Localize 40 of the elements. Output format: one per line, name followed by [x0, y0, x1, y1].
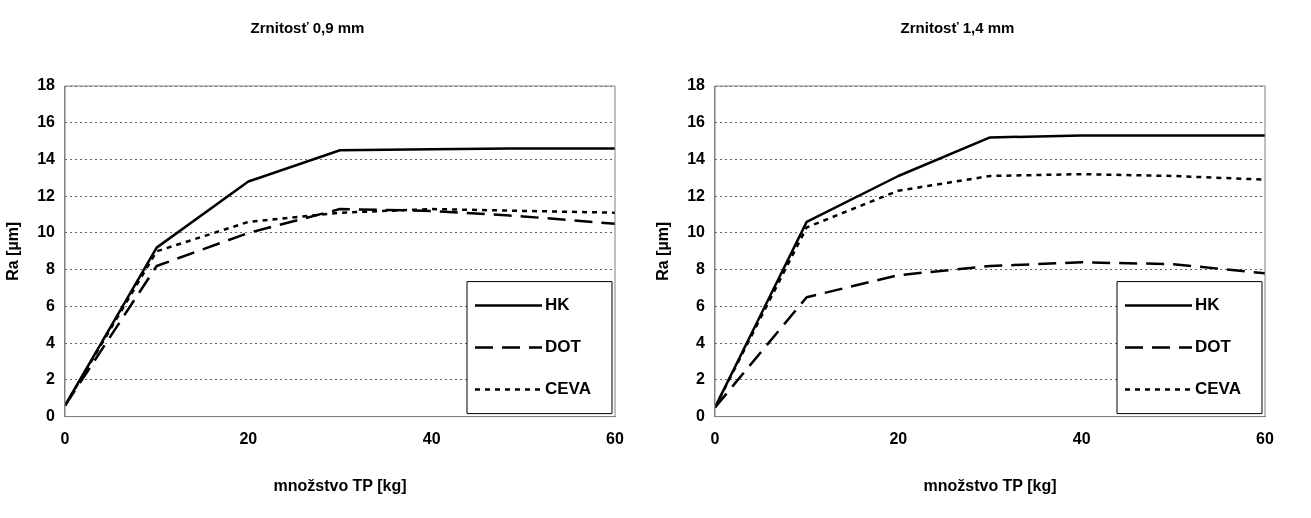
- y-axis-title: Ra [µm]: [4, 221, 22, 281]
- legend-label: HK: [1195, 295, 1221, 315]
- y-tick-label: 4: [696, 333, 706, 351]
- x-tick-label: 60: [606, 429, 624, 447]
- x-axis-title: množstvo TP [kg]: [273, 476, 407, 494]
- y-tick-label: 18: [687, 76, 706, 94]
- y-axis-title: Ra [µm]: [654, 221, 672, 281]
- y-tick-label: 4: [46, 333, 56, 351]
- y-tick-label: 14: [37, 149, 56, 167]
- y-tick-label: 10: [687, 223, 706, 241]
- y-tick-label: 12: [37, 186, 56, 204]
- x-tick-label: 20: [889, 429, 908, 447]
- chart-title: Zrnitosť 0,9 mm: [250, 19, 365, 37]
- legend-label: DOT: [545, 337, 582, 357]
- y-tick-label: 16: [687, 113, 706, 131]
- y-tick-label: 16: [37, 113, 56, 131]
- x-tick-label: 40: [422, 429, 441, 447]
- legend-label: CEVA: [545, 379, 591, 399]
- x-tick-label: 60: [1256, 429, 1274, 447]
- y-tick-label: 8: [46, 260, 56, 278]
- legend-label: DOT: [1195, 337, 1232, 357]
- y-tick-label: 6: [46, 296, 56, 314]
- y-tick-label: 10: [37, 223, 56, 241]
- chart-title: Zrnitosť 1,4 mm: [900, 19, 1015, 37]
- y-tick-label: 0: [46, 407, 56, 425]
- y-tick-label: 8: [696, 260, 706, 278]
- y-tick-label: 12: [687, 186, 706, 204]
- legend-label: HK: [545, 295, 571, 315]
- y-tick-label: 2: [696, 370, 706, 388]
- y-tick-label: 14: [687, 149, 706, 167]
- legend-label: CEVA: [1195, 379, 1241, 399]
- y-tick-label: 0: [696, 407, 706, 425]
- y-tick-label: 6: [696, 296, 706, 314]
- x-tick-label: 0: [60, 429, 70, 447]
- x-tick-label: 20: [239, 429, 258, 447]
- x-tick-label: 40: [1072, 429, 1091, 447]
- y-tick-label: 18: [37, 76, 56, 94]
- x-axis-title: množstvo TP [kg]: [923, 476, 1057, 494]
- y-tick-label: 2: [46, 370, 56, 388]
- x-tick-label: 0: [710, 429, 720, 447]
